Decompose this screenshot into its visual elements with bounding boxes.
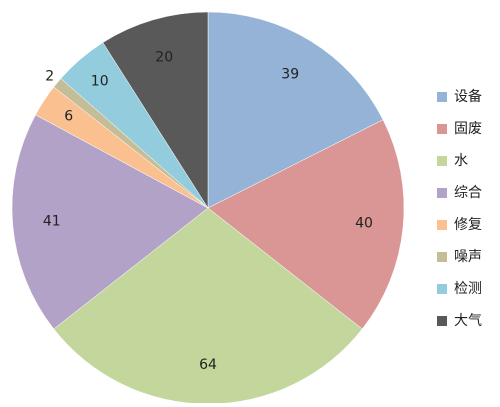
legend-label: 修复 bbox=[454, 216, 482, 233]
legend-swatch bbox=[437, 252, 447, 262]
legend-label: 固废 bbox=[454, 121, 482, 137]
legend-label: 设备 bbox=[454, 88, 482, 105]
legend-label: 水 bbox=[454, 153, 468, 169]
legend-label: 检测 bbox=[454, 281, 482, 297]
data-label: 39 bbox=[281, 66, 299, 82]
data-label: 41 bbox=[43, 213, 61, 229]
data-label: 2 bbox=[45, 68, 54, 84]
data-label: 10 bbox=[91, 73, 109, 89]
pie-slice bbox=[102, 11, 209, 209]
legend-swatch bbox=[437, 156, 447, 166]
legend-swatch bbox=[437, 188, 447, 198]
legend-swatch bbox=[437, 316, 447, 326]
legend-swatch bbox=[437, 124, 447, 134]
pie-slice bbox=[207, 11, 384, 209]
legend-swatch bbox=[437, 284, 447, 294]
legend-swatch bbox=[437, 220, 447, 230]
legend-label: 大气 bbox=[454, 313, 482, 329]
legend-label: 噪声 bbox=[454, 249, 482, 265]
data-label: 6 bbox=[64, 109, 73, 125]
pie-slice bbox=[207, 119, 405, 330]
data-label: 64 bbox=[199, 357, 217, 373]
data-label: 40 bbox=[355, 216, 373, 232]
pie-slice bbox=[11, 114, 209, 330]
legend-label: 综合 bbox=[454, 185, 482, 201]
legend-swatch bbox=[437, 92, 447, 102]
data-label: 20 bbox=[155, 49, 173, 65]
